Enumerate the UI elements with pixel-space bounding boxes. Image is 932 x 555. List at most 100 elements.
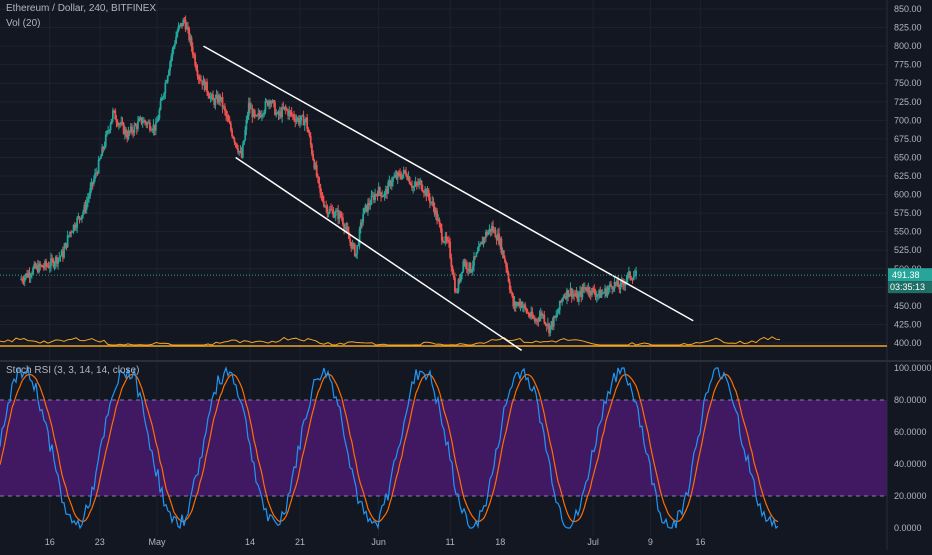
candle-body — [29, 275, 32, 278]
candle-body — [253, 110, 256, 115]
candle-body — [35, 265, 38, 268]
candle-body — [259, 115, 262, 118]
candle-body — [625, 279, 628, 283]
candle-body — [427, 190, 430, 198]
candle-body — [232, 136, 235, 139]
candle-body — [470, 269, 473, 273]
candle-body — [224, 106, 226, 111]
candle-body — [623, 284, 626, 286]
candle-body — [343, 224, 345, 230]
candle-body — [585, 287, 587, 291]
symbol-title: Ethereum / Dollar, 240, BITFINEX — [6, 3, 157, 14]
price-axis-tick-label: 600.00 — [894, 190, 922, 200]
candle-body — [182, 19, 185, 27]
candle-body — [89, 187, 92, 196]
candle-body — [477, 245, 480, 252]
candle-body — [381, 195, 384, 197]
candle-body — [133, 125, 136, 133]
candle-body — [523, 304, 525, 307]
volume-line — [0, 336, 781, 346]
time-axis-tick-label: 23 — [95, 537, 105, 547]
candle-body — [550, 321, 553, 326]
candle-body — [321, 195, 324, 202]
candle-body — [233, 138, 236, 143]
candle-body — [533, 318, 536, 322]
candle-body — [112, 110, 114, 120]
price-axis-tick-label: 650.00 — [894, 152, 922, 162]
candle-body — [278, 111, 281, 116]
candle-body — [463, 261, 466, 266]
candle-body — [390, 182, 393, 186]
candle-body — [548, 323, 550, 334]
candle-body — [362, 213, 365, 223]
candle-body — [471, 266, 474, 270]
candle-body — [28, 272, 31, 278]
candle-body — [371, 195, 374, 197]
candle-body — [61, 250, 64, 258]
candle-body — [229, 123, 232, 130]
candle-body — [344, 228, 347, 230]
candle-body — [611, 286, 614, 290]
candle-body — [598, 290, 601, 295]
candle-body — [328, 209, 331, 213]
time-axis-tick-label: Jul — [587, 537, 599, 547]
candle-body — [465, 262, 468, 270]
candle-body — [393, 176, 396, 178]
candle-body — [76, 218, 79, 228]
candle-body — [210, 94, 213, 97]
candle-body — [102, 147, 105, 149]
candle-body — [505, 262, 508, 268]
candle-body — [398, 172, 400, 174]
candle-body — [160, 98, 163, 101]
candle-body — [141, 122, 144, 124]
candle-body — [204, 81, 207, 91]
candle-body — [418, 181, 421, 185]
candle-body — [336, 210, 338, 212]
candle-body — [179, 23, 182, 26]
candle-body — [214, 97, 217, 106]
candle-body — [630, 278, 633, 280]
candle-body — [263, 111, 266, 115]
candle-body — [140, 117, 143, 123]
candle-body — [305, 117, 307, 121]
time-axis-tick-label: 9 — [648, 537, 653, 547]
candle-body — [555, 315, 558, 318]
candle-body — [549, 325, 552, 334]
candle-body — [101, 147, 104, 156]
candle-body — [247, 102, 250, 116]
candle-body — [206, 81, 208, 93]
candle-body — [34, 263, 37, 268]
candle-body — [113, 110, 115, 112]
candle-body — [535, 319, 537, 322]
rsi-axis-tick-label: 20.0000 — [894, 491, 927, 501]
candle-body — [558, 300, 561, 311]
candle-body — [191, 47, 194, 55]
candle-body — [228, 121, 231, 124]
time-axis-tick-label: 16 — [45, 537, 55, 547]
candle-body — [438, 219, 441, 224]
candle-body — [601, 292, 604, 294]
candle-body — [587, 287, 590, 292]
candle-body — [42, 267, 45, 269]
candle-body — [280, 111, 282, 118]
candle-body — [576, 292, 579, 302]
candle-body — [90, 182, 93, 188]
candle-body — [487, 231, 490, 235]
candle-body — [110, 119, 113, 125]
candle-body — [440, 228, 443, 241]
candle-body — [103, 145, 106, 149]
candle-body — [402, 170, 405, 175]
candle-body — [307, 128, 310, 133]
candle-body — [356, 245, 359, 254]
candle-body — [240, 150, 243, 158]
candle-body — [246, 115, 249, 120]
candle-body — [189, 37, 192, 41]
candle-body — [156, 121, 158, 123]
candle-body — [318, 177, 320, 185]
candle-body — [510, 289, 512, 293]
candle-body — [67, 235, 70, 237]
candle-body — [551, 321, 554, 327]
candle-body — [331, 209, 334, 211]
